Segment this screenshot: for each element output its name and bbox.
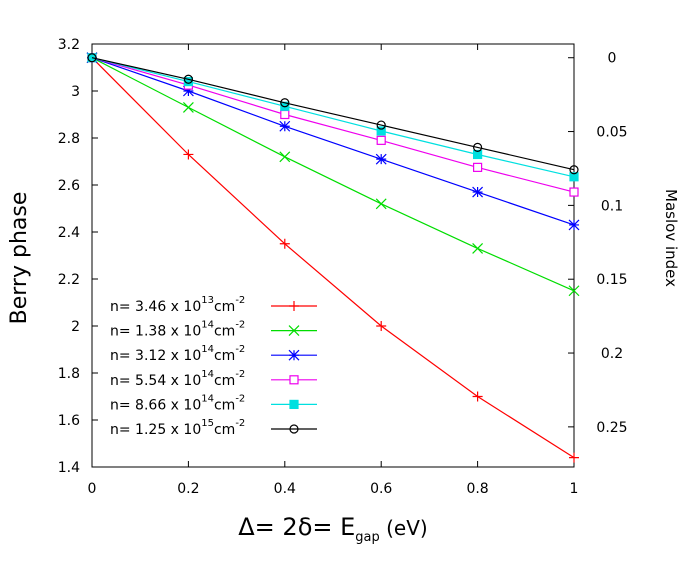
x-tick-label: 0.6 [370, 481, 392, 497]
legend-label: n= 5.54 x 1014cm-2 [110, 369, 245, 389]
series-6 [87, 53, 579, 175]
y2-tick-label: 0.1 [601, 198, 623, 214]
data-point [376, 321, 387, 331]
axis-ticks: 0 0.2 0.4 0.6 0.8 1 1.4 1.6 1.8 2 2.2 2.4 2.6 2.8 3 3.2… [58, 37, 628, 497]
data-point [376, 126, 386, 136]
y2-axis-title: Maslov index [662, 189, 680, 287]
y-tick-label: 2.8 [58, 131, 80, 147]
legend-entry: n= 8.66 x 1014cm-2 [110, 393, 317, 413]
series-line [91, 57, 575, 193]
y2-tick-label: 0.15 [596, 272, 627, 288]
data-point [473, 162, 483, 172]
data-point [183, 74, 193, 84]
data-point [472, 243, 484, 254]
y-tick-label: 2 [71, 319, 80, 335]
data-point [473, 142, 483, 152]
data-point [182, 85, 194, 97]
y2-tick-label: 0.2 [601, 346, 623, 362]
x-tick-label: 0.2 [177, 481, 199, 497]
legend-label: n= 3.46 x 1013cm-2 [110, 295, 245, 315]
data-point [569, 172, 579, 182]
data-point [279, 238, 290, 249]
y2-tick-label: 0.05 [596, 125, 627, 141]
data-point [569, 187, 579, 197]
legend-marker [289, 301, 299, 311]
legend-marker [289, 375, 299, 385]
y-tick-label: 1.4 [58, 460, 80, 476]
data-point [472, 186, 484, 198]
data-point [472, 391, 483, 402]
plot-frame [91, 43, 575, 468]
y-axis-title: Berry phase [7, 192, 32, 325]
data-point [375, 198, 387, 210]
x-tick-label: 1 [570, 481, 579, 497]
series-3 [86, 52, 580, 231]
legend-label: n= 3.12 x 1014cm-2 [110, 344, 245, 364]
y-tick-label: 2.4 [58, 225, 80, 241]
series-line [91, 57, 575, 178]
data-point [183, 76, 193, 87]
data-point [280, 98, 290, 108]
data-point [87, 53, 97, 63]
x-axis-title: Δ= 2δ= Egap (eV) [238, 513, 427, 545]
legend-marker [288, 325, 300, 337]
data-point [279, 120, 291, 132]
legend-label: n= 1.38 x 1014cm-2 [110, 320, 245, 340]
data-point [568, 285, 580, 297]
data-point [376, 135, 386, 145]
x-tick-label: 0 [88, 481, 97, 497]
legend-entry: n= 1.38 x 1014cm-2 [110, 320, 317, 340]
y-tick-label: 1.8 [58, 366, 80, 382]
y2-tick-label: 0.25 [596, 420, 627, 436]
data-point [473, 149, 483, 160]
y-tick-label: 2.6 [58, 178, 80, 194]
y-tick-label: 3.2 [58, 37, 80, 53]
y-tick-label: 2.2 [58, 272, 80, 288]
x-axis-title-unit: (eV) [380, 516, 428, 540]
legend-label: n= 8.66 x 1014cm-2 [110, 393, 245, 413]
series-line [91, 57, 575, 459]
legend-entry: n= 1.25 x 1015cm-2 [110, 418, 317, 438]
data-point [280, 109, 290, 120]
y-tick-label: 3 [71, 84, 80, 100]
legend-entry: n= 3.12 x 1014cm-2 [110, 344, 317, 364]
y2-tick-label: 0 [608, 51, 617, 67]
data-point [182, 102, 194, 113]
legend-marker [289, 424, 299, 434]
y-tick-label: 1.6 [58, 413, 80, 429]
x-tick-label: 0.4 [274, 481, 296, 497]
x-axis-title-sub: gap [355, 530, 379, 545]
x-axis-title-main: Δ= 2δ= E [238, 513, 355, 541]
data-point [279, 151, 291, 163]
series-line [91, 57, 575, 292]
legend-label: n= 1.25 x 1015cm-2 [110, 418, 245, 438]
data-point [569, 165, 579, 175]
legend-marker [289, 399, 299, 409]
legend-entry: n= 5.54 x 1014cm-2 [110, 369, 317, 389]
data-point [375, 153, 387, 165]
legend: n= 3.46 x 1013cm-2 n= 1.38 x 1014cm-2 n= 3… [110, 295, 317, 438]
data-point [568, 219, 580, 231]
x-tick-label: 0.8 [466, 481, 488, 497]
data-point [376, 120, 386, 130]
series-line [91, 57, 575, 171]
data-point [183, 149, 194, 160]
legend-entry: n= 3.46 x 1013cm-2 [110, 295, 317, 315]
data-point [569, 452, 579, 463]
series-layer [86, 52, 580, 463]
legend-marker [288, 349, 300, 361]
series-line [91, 57, 575, 226]
